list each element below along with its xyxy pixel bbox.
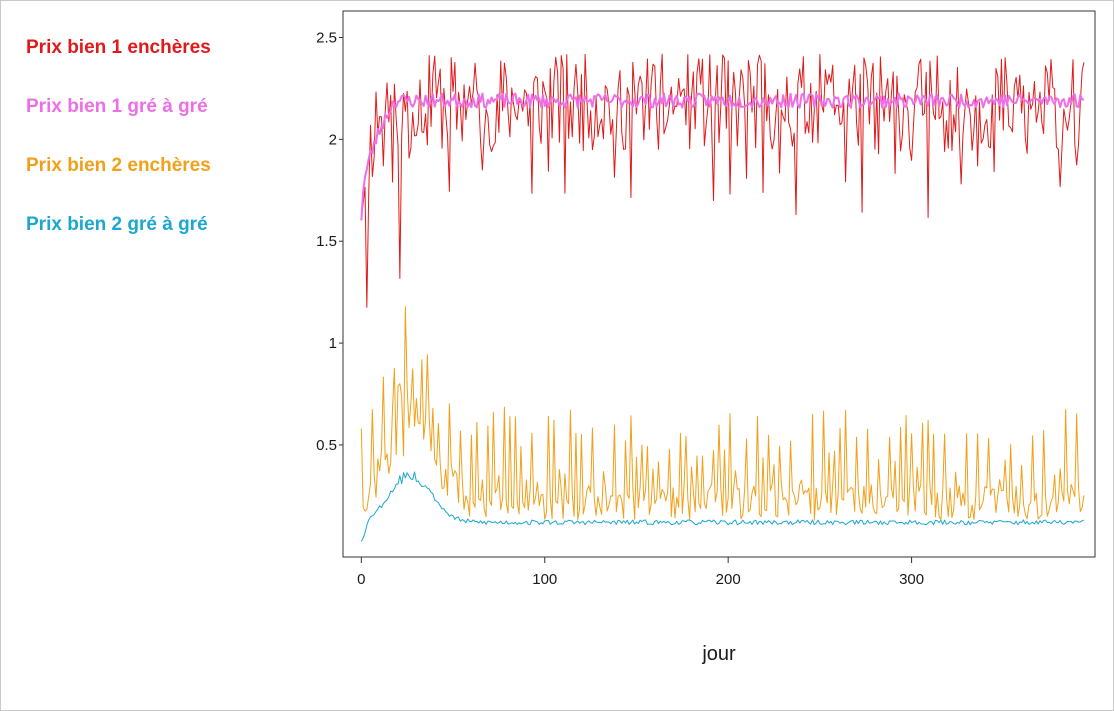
x-tick-label: 200 bbox=[716, 571, 741, 588]
x-tick-label: 300 bbox=[899, 571, 924, 588]
y-tick-label: 2.5 bbox=[316, 29, 337, 46]
x-axis-title: jour bbox=[701, 643, 736, 665]
y-tick-label: 0.5 bbox=[316, 437, 337, 454]
legend-entry-bien1-encheres: Prix bien 1 enchères bbox=[26, 37, 211, 58]
plot-area bbox=[342, 10, 1096, 558]
x-tick-label: 100 bbox=[532, 571, 557, 588]
y-tick-label: 2 bbox=[329, 131, 337, 148]
legend-entry-bien2-encheres: Prix bien 2 enchères bbox=[26, 155, 211, 176]
y-tick-label: 1 bbox=[329, 335, 337, 352]
x-axis: 0 100 200 300 bbox=[357, 557, 924, 588]
legend-entry-bien2-gre-a-gre: Prix bien 2 gré à gré bbox=[26, 214, 208, 235]
series-line-3 bbox=[360, 306, 1085, 521]
legend-entry-bien1-gre-a-gre: Prix bien 1 gré à gré bbox=[26, 96, 208, 117]
x-tick-label: 0 bbox=[357, 571, 365, 588]
series-line-2 bbox=[360, 92, 1085, 221]
chart-legend: Prix bien 1 enchères Prix bien 1 gré à g… bbox=[26, 34, 211, 270]
series-line-4 bbox=[360, 471, 1085, 542]
y-axis: 0.5 1 1.5 2 2.5 bbox=[316, 29, 343, 454]
y-tick-label: 1.5 bbox=[316, 233, 337, 250]
series-layer bbox=[360, 53, 1085, 542]
series-line-1 bbox=[360, 53, 1085, 308]
